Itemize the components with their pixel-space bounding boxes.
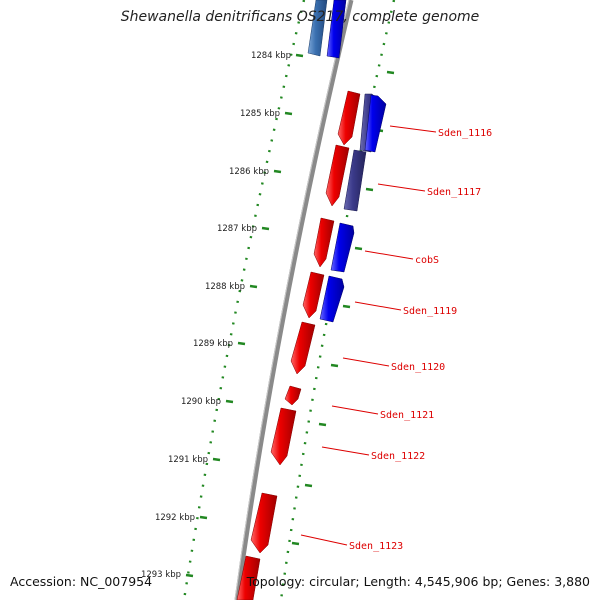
gene-label-sden-1117[interactable]: Sden_1117: [427, 187, 481, 198]
tick-label: 1285 kbp: [240, 109, 280, 119]
gene-arrow-reverse[interactable]: [307, 0, 328, 57]
gene-arrow-forward[interactable]: [270, 407, 297, 466]
tick-label: 1288 kbp: [205, 282, 245, 292]
tick-label: 1287 kbp: [217, 224, 257, 234]
gene-label-cobs[interactable]: cobS: [415, 255, 439, 266]
topology-text: Topology: circular; Length: 4,545,906 bp…: [246, 574, 590, 589]
label-leaders: [300, 125, 437, 546]
gene-arrow-forward[interactable]: [302, 271, 325, 319]
tick-label: 1290 kbp: [181, 397, 221, 407]
gene-label-sden-1119[interactable]: Sden_1119: [403, 306, 457, 317]
gene-blocks[interactable]: [236, 0, 387, 600]
gene-label-sden-1123[interactable]: Sden_1123: [349, 541, 403, 552]
gene-arrow-reverse[interactable]: [326, 0, 347, 59]
gene-arrow-forward[interactable]: [313, 217, 335, 268]
genome-backbone: [234, 0, 354, 600]
map-title: Shewanella denitrificans OS217, complete…: [120, 9, 480, 25]
gene-arrow-forward[interactable]: [337, 90, 361, 146]
gene-labels: Sden_1116 Sden_1117 cobS Sden_1119 Sden_…: [349, 128, 492, 552]
gene-arrow-forward[interactable]: [325, 144, 350, 207]
gene-arrow-reverse[interactable]: [364, 94, 387, 153]
gene-arrow-forward[interactable]: [290, 321, 316, 375]
gene-label-sden-1121[interactable]: Sden_1121: [380, 410, 434, 421]
tick-label: 1284 kbp: [251, 51, 291, 61]
gene-arrow-forward[interactable]: [250, 492, 278, 554]
tick-label: 1292 kbp: [155, 513, 195, 523]
gene-arrow-forward[interactable]: [284, 385, 302, 406]
gene-label-sden-1122[interactable]: Sden_1122: [371, 451, 425, 462]
gene-label-sden-1120[interactable]: Sden_1120: [391, 362, 445, 373]
tick-label: 1291 kbp: [168, 455, 208, 465]
tick-labels: 1284 kbp 1285 kbp 1286 kbp 1287 kbp 1288…: [141, 51, 291, 580]
tick-label: 1289 kbp: [193, 339, 233, 349]
gene-label-sden-1116[interactable]: Sden_1116: [438, 128, 492, 139]
genome-backbone-highlight: [234, 0, 350, 600]
tick-label: 1293 kbp: [141, 570, 181, 580]
gene-arrow-reverse[interactable]: [319, 275, 345, 323]
gene-arrow-forward[interactable]: [236, 555, 261, 600]
tick-label: 1286 kbp: [229, 167, 269, 177]
gene-arrow-reverse[interactable]: [330, 222, 355, 273]
accession-text: Accession: NC_007954: [10, 574, 153, 589]
gene-arrow-reverse[interactable]: [343, 149, 367, 212]
